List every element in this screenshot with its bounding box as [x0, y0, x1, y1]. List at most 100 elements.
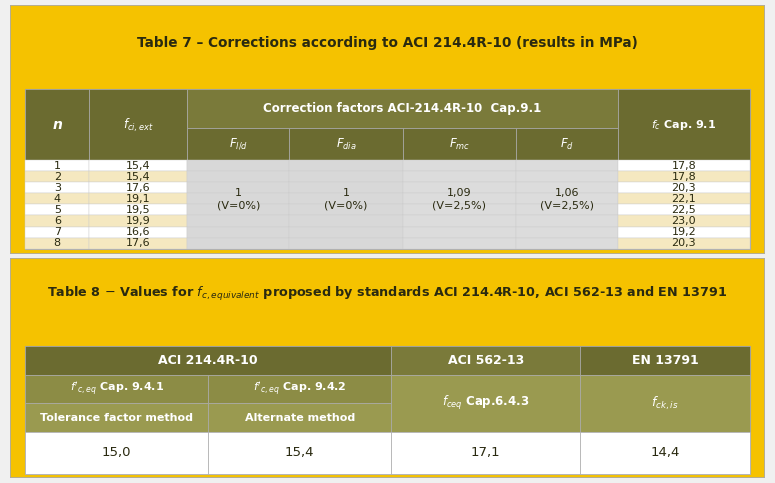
Bar: [89, 160, 188, 171]
Bar: [89, 171, 188, 183]
Bar: [89, 215, 188, 227]
Text: 20,3: 20,3: [671, 238, 696, 248]
Bar: [289, 160, 402, 171]
Text: 15,4: 15,4: [126, 172, 150, 182]
Text: 19,1: 19,1: [126, 194, 150, 204]
Text: EN 13791: EN 13791: [632, 354, 698, 367]
Text: $f_{ck,is}$: $f_{ck,is}$: [651, 395, 679, 412]
Text: 7: 7: [53, 227, 60, 237]
Bar: [89, 204, 188, 215]
Bar: [188, 193, 289, 204]
Bar: [580, 375, 750, 432]
Bar: [618, 215, 750, 227]
Text: 6: 6: [53, 216, 60, 226]
Bar: [402, 238, 516, 249]
Bar: [289, 193, 402, 204]
Bar: [188, 128, 289, 160]
Bar: [516, 215, 618, 227]
Text: 2: 2: [53, 172, 60, 182]
Bar: [188, 89, 618, 128]
Bar: [89, 238, 188, 249]
Bar: [188, 183, 289, 193]
Bar: [208, 375, 391, 403]
Bar: [391, 375, 580, 432]
Bar: [188, 204, 289, 215]
Bar: [188, 238, 289, 249]
Bar: [516, 183, 618, 193]
Bar: [89, 183, 188, 193]
Bar: [25, 227, 89, 238]
Text: 19,5: 19,5: [126, 205, 150, 215]
Bar: [89, 227, 188, 238]
Bar: [25, 432, 208, 474]
Text: 14,4: 14,4: [650, 446, 680, 459]
Bar: [618, 204, 750, 215]
Bar: [289, 128, 402, 160]
Bar: [618, 227, 750, 238]
Text: 1
(V=0%): 1 (V=0%): [324, 188, 367, 210]
Bar: [618, 238, 750, 249]
Text: 17,6: 17,6: [126, 183, 150, 193]
Bar: [289, 215, 402, 227]
Bar: [402, 128, 516, 160]
Bar: [580, 346, 750, 375]
Bar: [25, 375, 208, 403]
Text: 19,2: 19,2: [671, 227, 696, 237]
Text: 3: 3: [53, 183, 60, 193]
Text: 20,3: 20,3: [671, 183, 696, 193]
Text: 1,09
(V=2,5%): 1,09 (V=2,5%): [432, 188, 486, 210]
Text: 22,5: 22,5: [671, 205, 696, 215]
Text: 8: 8: [53, 238, 60, 248]
Text: Table 8 $-$ Values for $f_{c,equivalent}$ proposed by standards ACI 214.4R-10, A: Table 8 $-$ Values for $f_{c,equivalent}…: [47, 284, 728, 302]
Bar: [516, 238, 618, 249]
Bar: [289, 204, 402, 215]
Bar: [289, 183, 402, 193]
Bar: [25, 346, 750, 474]
Text: 23,0: 23,0: [671, 216, 696, 226]
Bar: [208, 403, 391, 432]
Bar: [516, 160, 618, 171]
Text: 19,9: 19,9: [126, 216, 151, 226]
Bar: [618, 183, 750, 193]
Bar: [188, 227, 289, 238]
Text: $F_d$: $F_d$: [560, 137, 574, 152]
Text: 15,0: 15,0: [102, 446, 132, 459]
Bar: [402, 160, 516, 171]
Bar: [391, 346, 580, 375]
Text: ACI 214.4R-10: ACI 214.4R-10: [158, 354, 258, 367]
Text: 1: 1: [53, 161, 60, 171]
Bar: [618, 160, 750, 171]
Bar: [580, 432, 750, 474]
Text: 17,8: 17,8: [671, 172, 696, 182]
Text: 5: 5: [53, 205, 60, 215]
Text: 17,1: 17,1: [471, 446, 501, 459]
Text: Alternate method: Alternate method: [245, 413, 355, 423]
Text: 1
(V=0%): 1 (V=0%): [217, 188, 260, 210]
Text: $f'_{c,eq}$ Cap. 9.4.1: $f'_{c,eq}$ Cap. 9.4.1: [70, 381, 164, 398]
Text: 15,4: 15,4: [126, 161, 150, 171]
Bar: [289, 227, 402, 238]
Text: $f_{ci,ext}$: $f_{ci,ext}$: [123, 116, 153, 133]
Text: $F_{l/d}$: $F_{l/d}$: [229, 137, 248, 152]
Bar: [188, 160, 289, 171]
Text: 17,6: 17,6: [126, 238, 150, 248]
Text: 17,8: 17,8: [671, 161, 696, 171]
Text: 16,6: 16,6: [126, 227, 150, 237]
Bar: [208, 432, 391, 474]
Bar: [391, 432, 580, 474]
Bar: [188, 215, 289, 227]
Bar: [516, 204, 618, 215]
Bar: [618, 171, 750, 183]
Bar: [402, 193, 516, 204]
Text: $f_c$ Cap. 9.1: $f_c$ Cap. 9.1: [651, 118, 716, 132]
Bar: [25, 183, 89, 193]
Bar: [25, 204, 89, 215]
Bar: [402, 215, 516, 227]
Bar: [25, 89, 89, 160]
Text: $f'_{c,eq}$ Cap. 9.4.2: $f'_{c,eq}$ Cap. 9.4.2: [253, 381, 346, 398]
Bar: [89, 89, 188, 160]
Bar: [289, 238, 402, 249]
Text: $F_{mc}$: $F_{mc}$: [449, 137, 470, 152]
Bar: [618, 193, 750, 204]
Bar: [402, 171, 516, 183]
